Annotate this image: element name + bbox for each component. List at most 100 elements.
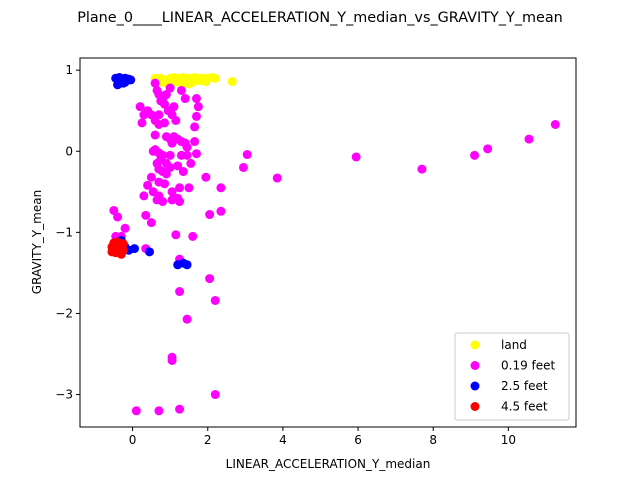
series-1-point-82	[188, 231, 198, 241]
series-1-point-45	[182, 150, 192, 160]
series-1-point-43	[165, 150, 175, 160]
points-layer	[107, 72, 560, 416]
series-1-point-85	[175, 287, 185, 297]
series-1-point-8	[165, 83, 175, 93]
series-3-point-13	[118, 239, 128, 249]
series-2-point-20	[145, 247, 155, 257]
series-1-point-57	[139, 191, 149, 201]
x-tick-label-1: 2	[204, 433, 212, 447]
series-1-point-101	[483, 144, 493, 154]
series-1-point-72	[205, 210, 215, 220]
series-1-point-35	[182, 142, 192, 152]
series-1-point-92	[175, 404, 185, 414]
series-1-point-78	[120, 223, 130, 233]
series-1-point-15	[193, 102, 203, 112]
series-2-point-23	[182, 260, 192, 270]
series-1-point-14	[191, 94, 201, 104]
series-1-point-13	[180, 94, 190, 104]
y-tick-label-1: −2	[55, 306, 73, 320]
series-1-point-93	[154, 406, 164, 416]
legend-marker-1	[470, 361, 480, 370]
series-1-point-86	[205, 274, 215, 284]
series-1-point-20	[137, 118, 147, 128]
series-1-point-56	[143, 180, 153, 190]
series-0-point-27	[210, 73, 220, 83]
y-tick-label-2: −1	[55, 225, 73, 239]
series-1-point-61	[167, 187, 177, 197]
series-1-point-97	[272, 173, 282, 183]
y-tick-label-4: 1	[65, 63, 73, 77]
series-1-point-47	[191, 149, 201, 159]
series-1-point-63	[184, 183, 194, 193]
series-1-point-53	[173, 161, 183, 171]
series-1-point-27	[160, 118, 170, 128]
x-tick-label-3: 6	[354, 433, 362, 447]
series-1-point-62	[175, 183, 185, 193]
series-1-point-10	[169, 102, 179, 112]
y-axis-label: GRAVITY_Y_mean	[30, 190, 44, 294]
legend-label-2: 2.5 feet	[501, 379, 548, 393]
series-1-point-73	[216, 206, 226, 216]
x-tick-label-2: 4	[279, 433, 287, 447]
series-1-point-26	[150, 130, 160, 140]
series-1-point-88	[182, 314, 192, 324]
series-1-point-11	[171, 115, 181, 125]
legend-marker-3	[470, 402, 480, 411]
series-1-point-24	[154, 110, 164, 120]
legend: land 0.19 feet 2.5 feet 4.5 feet	[454, 332, 570, 421]
series-1-point-66	[158, 197, 168, 207]
series-1-point-46	[186, 158, 196, 168]
series-1-point-77	[113, 212, 123, 222]
series-1-point-70	[201, 172, 211, 182]
series-1-point-96	[242, 150, 252, 160]
x-axis-label: LINEAR_ACCELERATION_Y_median	[226, 457, 431, 471]
series-1-point-95	[238, 162, 248, 172]
series-1-point-90	[167, 356, 177, 365]
series-1-point-0	[150, 78, 160, 88]
legend-label-0: land	[501, 338, 527, 352]
legend-frame	[454, 332, 570, 421]
series-1-point-81	[171, 230, 181, 240]
series-1-point-12	[176, 85, 186, 95]
x-tick-label-4: 8	[429, 433, 437, 447]
series-1-point-75	[146, 218, 156, 228]
legend-marker-2	[470, 381, 480, 391]
series-1-point-71	[216, 183, 226, 193]
series-1-point-18	[135, 102, 145, 112]
series-1-point-94	[131, 406, 141, 416]
series-1-point-60	[160, 179, 170, 189]
plot-frame	[79, 57, 577, 428]
series-3-point-12	[107, 247, 117, 257]
series-1-point-17	[190, 122, 200, 132]
series-1-point-102	[524, 134, 534, 144]
series-1-point-100	[470, 150, 480, 160]
series-1-point-99	[417, 164, 427, 174]
series-1-point-55	[146, 172, 156, 182]
series-1-point-51	[161, 169, 171, 179]
series-2-point-19	[129, 244, 139, 254]
chart-title: Plane_0____LINEAR_ACCELERATION_Y_median_…	[77, 10, 563, 26]
series-2-point-13	[120, 77, 130, 87]
series-1-point-52	[165, 162, 175, 172]
series-0-point-30	[184, 79, 194, 89]
y-tick-label-3: 0	[65, 144, 73, 158]
series-1-point-41	[158, 150, 168, 160]
x-axis: 0 2 4 6 8 10	[129, 427, 516, 447]
series-1-point-87	[210, 295, 220, 305]
series-1-point-103	[550, 120, 560, 129]
x-tick-label-5: 10	[501, 433, 516, 447]
legend-label-1: 0.19 feet	[501, 359, 556, 373]
series-1-point-74	[141, 210, 151, 220]
series-1-point-69	[175, 197, 185, 207]
legend-label-3: 4.5 feet	[501, 400, 548, 414]
series-3-point-10	[116, 249, 126, 259]
series-1-point-91	[210, 390, 220, 400]
series-1-point-54	[178, 167, 188, 177]
series-1-point-36	[190, 137, 200, 147]
x-tick-label-0: 0	[129, 433, 137, 447]
y-tick-label-0: −3	[55, 388, 73, 402]
y-axis: −3 −2 −1 0 1	[55, 63, 80, 402]
legend-marker-0	[470, 340, 480, 350]
series-1-point-98	[351, 152, 361, 162]
